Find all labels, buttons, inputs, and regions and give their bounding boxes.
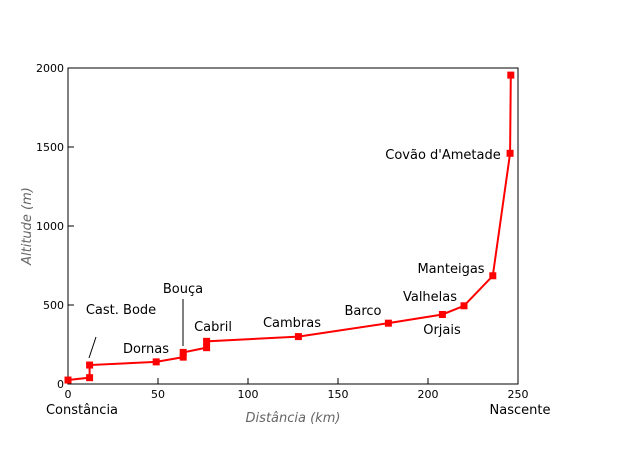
annotation: Constância: [46, 403, 118, 418]
annotation: Cabril: [194, 320, 232, 335]
y-axis-title: Altitude (m): [20, 187, 35, 266]
annotation: Nascente: [490, 403, 551, 418]
data-point: [203, 344, 211, 352]
y-tick-label: 500: [43, 299, 64, 312]
data-point: [384, 319, 392, 327]
x-tick-label: 250: [508, 388, 529, 401]
y-tick-label: 0: [57, 378, 64, 391]
data-point: [294, 333, 302, 341]
data-point: [507, 71, 515, 79]
x-tick-label: 0: [65, 388, 72, 401]
data-point: [64, 376, 72, 384]
data-point: [203, 337, 211, 345]
data-point: [86, 374, 94, 382]
data-point: [179, 348, 187, 356]
data-point: [438, 310, 446, 318]
annotation: Orjais: [423, 323, 461, 338]
data-point: [506, 149, 514, 157]
data-point: [179, 353, 187, 361]
annotation: Dornas: [123, 342, 169, 357]
y-tick-label: 1000: [36, 220, 64, 233]
y-tick-label: 1500: [36, 141, 64, 154]
annotation: Bouça: [163, 282, 203, 297]
annotation: Cast. Bode: [86, 303, 156, 318]
x-axis-title: Distância (km): [246, 411, 341, 426]
annotation: Barco: [344, 304, 381, 319]
x-tick-label: 200: [418, 388, 439, 401]
x-tick-label: 150: [328, 388, 349, 401]
data-point: [86, 361, 94, 369]
annotation: Manteigas: [417, 262, 484, 277]
annotation: Covão d'Ametade: [385, 148, 500, 163]
data-point: [460, 302, 468, 310]
annotation: Valhelas: [403, 290, 457, 305]
annotation: Cambras: [263, 316, 321, 331]
data-point: [489, 272, 497, 280]
x-tick-label: 50: [151, 388, 165, 401]
y-tick-label: 2000: [36, 62, 64, 75]
annotation-pointer: [88, 336, 97, 359]
data-point: [152, 358, 160, 366]
x-tick-label: 100: [238, 388, 259, 401]
